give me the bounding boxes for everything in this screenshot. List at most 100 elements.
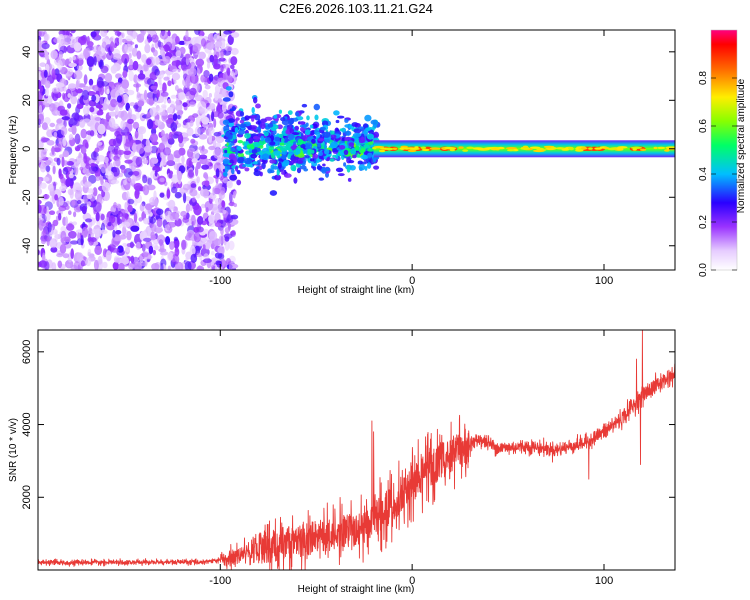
noise-blob — [136, 143, 145, 155]
noise-blob — [116, 214, 121, 226]
noise-blob — [215, 168, 220, 178]
noise-blob — [173, 236, 179, 242]
noise-blob — [46, 236, 50, 247]
noise-blob — [38, 30, 42, 37]
noise-blob — [151, 263, 160, 270]
noise-blob — [100, 103, 109, 111]
noise-blob — [42, 99, 48, 106]
noise-blob — [61, 160, 69, 166]
noise-blob — [93, 190, 98, 197]
noise-blob — [83, 152, 88, 164]
signal-blob — [364, 165, 368, 171]
noise-blob — [135, 241, 141, 251]
snr-ytick-label: 4000 — [21, 412, 33, 436]
snr-ticks: -100 0 100 2000 4000 6000 — [21, 330, 675, 587]
signal-blob — [311, 138, 316, 144]
signal-blob — [273, 114, 278, 119]
noise-blob — [201, 164, 210, 170]
noise-blob — [49, 122, 56, 128]
noise-blob — [202, 244, 206, 250]
signal-blob — [245, 150, 251, 155]
noise-blob — [152, 56, 160, 66]
noise-blob — [167, 137, 175, 145]
noise-blob — [72, 55, 77, 61]
noise-blob — [150, 145, 158, 154]
noise-blob — [177, 170, 183, 181]
signal-blob — [299, 127, 305, 132]
signal-blob — [223, 125, 230, 132]
noise-blob — [71, 199, 76, 206]
band-core — [462, 149, 469, 152]
noise-blob — [182, 183, 191, 191]
noise-blob — [69, 117, 78, 126]
noise-blob — [77, 54, 85, 60]
signal-blob — [239, 119, 245, 124]
noise-blob — [213, 118, 217, 128]
noise-blob — [142, 184, 150, 196]
signal-blob — [244, 115, 250, 121]
noise-blob — [212, 187, 216, 196]
noise-blob — [220, 49, 224, 60]
noise-blob — [198, 51, 206, 60]
band-core — [603, 147, 610, 150]
noise-blob — [105, 170, 114, 180]
noise-blob — [39, 49, 45, 57]
noise-blob — [54, 194, 58, 201]
signal-blob — [269, 190, 278, 196]
band-core — [466, 146, 475, 149]
signal-blob — [364, 114, 372, 122]
signal-blob — [299, 124, 306, 128]
signal-blob — [250, 144, 255, 150]
noise-blob — [66, 263, 71, 269]
noise-blob — [64, 236, 71, 243]
noise-blob — [228, 240, 235, 251]
noise-blob — [159, 192, 165, 198]
signal-blob — [259, 171, 263, 177]
signal-blob — [222, 119, 230, 126]
signal-blob — [318, 151, 323, 156]
signal-blob — [295, 148, 301, 155]
noise-blob — [40, 182, 47, 189]
noise-blob — [226, 258, 231, 265]
noise-blob — [50, 246, 58, 253]
noise-blob — [150, 234, 157, 241]
noise-blob — [74, 133, 81, 145]
noise-blob — [80, 161, 86, 168]
noise-blob — [116, 95, 123, 103]
snr-xlabel: Height of straight line (km) — [298, 584, 415, 595]
noise-blob — [133, 198, 138, 206]
noise-blob — [134, 44, 138, 49]
noise-blob — [208, 230, 218, 241]
noise-blob — [175, 50, 182, 58]
noise-blob — [129, 58, 134, 70]
signal-blob — [301, 103, 308, 108]
noise-blob — [132, 60, 139, 71]
noise-blob — [52, 91, 59, 102]
noise-blob — [196, 226, 204, 233]
noise-blob — [51, 87, 61, 94]
signal-blob — [259, 122, 266, 130]
noise-blob — [95, 104, 103, 109]
noise-blob — [147, 34, 152, 43]
noise-blob — [114, 31, 122, 36]
noise-blob — [50, 162, 56, 167]
noise-blob — [43, 69, 48, 78]
noise-blob — [194, 94, 203, 102]
signal-blob — [344, 136, 352, 141]
signal-blob — [292, 143, 297, 150]
noise-blob — [189, 204, 193, 212]
noise-blob — [94, 245, 103, 255]
noise-blob — [226, 180, 233, 189]
signal-blob — [316, 165, 323, 170]
noise-blob — [223, 30, 233, 35]
noise-blob — [151, 224, 157, 233]
noise-blob — [210, 250, 215, 256]
signal-blob — [314, 114, 319, 121]
noise-blob — [63, 34, 71, 46]
noise-blob — [143, 217, 150, 225]
band-core — [653, 146, 658, 150]
signal-blob — [321, 166, 327, 174]
signal-blob — [247, 126, 252, 131]
noise-blob — [68, 134, 74, 141]
band-core — [664, 149, 670, 152]
